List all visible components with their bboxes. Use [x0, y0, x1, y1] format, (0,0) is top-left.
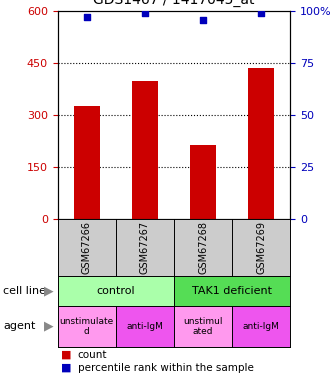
Text: unstimulate
d: unstimulate d — [60, 316, 114, 336]
Text: ■: ■ — [61, 350, 72, 360]
Point — [201, 16, 206, 22]
Text: anti-IgM: anti-IgM — [243, 322, 280, 331]
Text: ■: ■ — [61, 363, 72, 373]
Text: anti-IgM: anti-IgM — [127, 322, 163, 331]
Text: GSM67267: GSM67267 — [140, 221, 150, 274]
Text: unstimul
ated: unstimul ated — [183, 316, 223, 336]
Point — [142, 10, 148, 16]
Bar — [132, 81, 158, 219]
Text: control: control — [97, 286, 135, 296]
Text: agent: agent — [3, 321, 36, 331]
Text: ▶: ▶ — [44, 320, 53, 333]
Text: count: count — [78, 350, 107, 360]
Point — [259, 10, 264, 16]
Text: GSM67269: GSM67269 — [256, 221, 266, 274]
Text: GSM67268: GSM67268 — [198, 221, 208, 274]
Text: GSM67266: GSM67266 — [82, 221, 92, 274]
Bar — [190, 145, 216, 219]
Text: TAK1 deficient: TAK1 deficient — [192, 286, 272, 296]
Point — [84, 15, 89, 21]
Title: GDS1467 / 1417045_at: GDS1467 / 1417045_at — [93, 0, 255, 8]
Text: ▶: ▶ — [44, 284, 53, 297]
Text: percentile rank within the sample: percentile rank within the sample — [78, 363, 253, 373]
Bar — [248, 69, 275, 219]
Text: cell line: cell line — [3, 286, 46, 296]
Bar — [74, 106, 100, 219]
